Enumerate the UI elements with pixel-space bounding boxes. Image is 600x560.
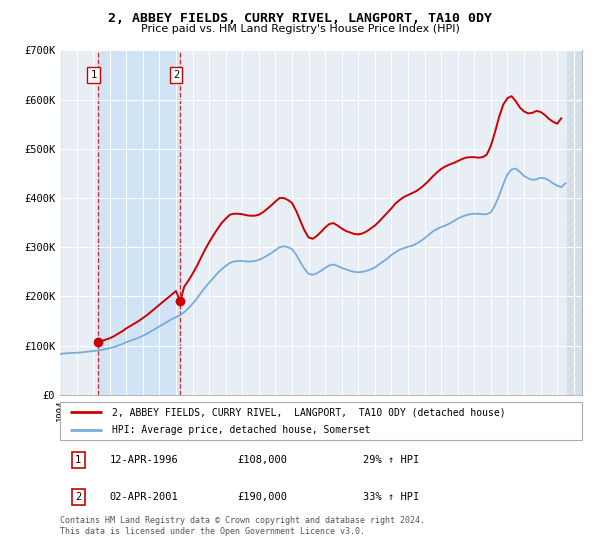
- Text: 1: 1: [75, 455, 82, 465]
- Bar: [60, 50, 62, 395]
- Text: 29% ↑ HPI: 29% ↑ HPI: [363, 455, 419, 465]
- Text: 2, ABBEY FIELDS, CURRY RIVEL, LANGPORT, TA10 0DY: 2, ABBEY FIELDS, CURRY RIVEL, LANGPORT, …: [108, 12, 492, 25]
- Text: 1: 1: [91, 70, 97, 80]
- Text: 2: 2: [75, 492, 82, 502]
- Bar: [98, 50, 180, 395]
- Bar: [567, 50, 582, 395]
- Text: 33% ↑ HPI: 33% ↑ HPI: [363, 492, 419, 502]
- Text: HPI: Average price, detached house, Somerset: HPI: Average price, detached house, Some…: [112, 425, 371, 435]
- FancyBboxPatch shape: [60, 402, 582, 440]
- Text: Price paid vs. HM Land Registry's House Price Index (HPI): Price paid vs. HM Land Registry's House …: [140, 24, 460, 34]
- Text: Contains HM Land Registry data © Crown copyright and database right 2024.
This d: Contains HM Land Registry data © Crown c…: [60, 516, 425, 536]
- Text: 12-APR-1996: 12-APR-1996: [110, 455, 178, 465]
- Text: £108,000: £108,000: [238, 455, 287, 465]
- Text: 2, ABBEY FIELDS, CURRY RIVEL,  LANGPORT,  TA10 0DY (detached house): 2, ABBEY FIELDS, CURRY RIVEL, LANGPORT, …: [112, 407, 506, 417]
- Text: 2: 2: [173, 70, 179, 80]
- Text: £190,000: £190,000: [238, 492, 287, 502]
- Text: 02-APR-2001: 02-APR-2001: [110, 492, 178, 502]
